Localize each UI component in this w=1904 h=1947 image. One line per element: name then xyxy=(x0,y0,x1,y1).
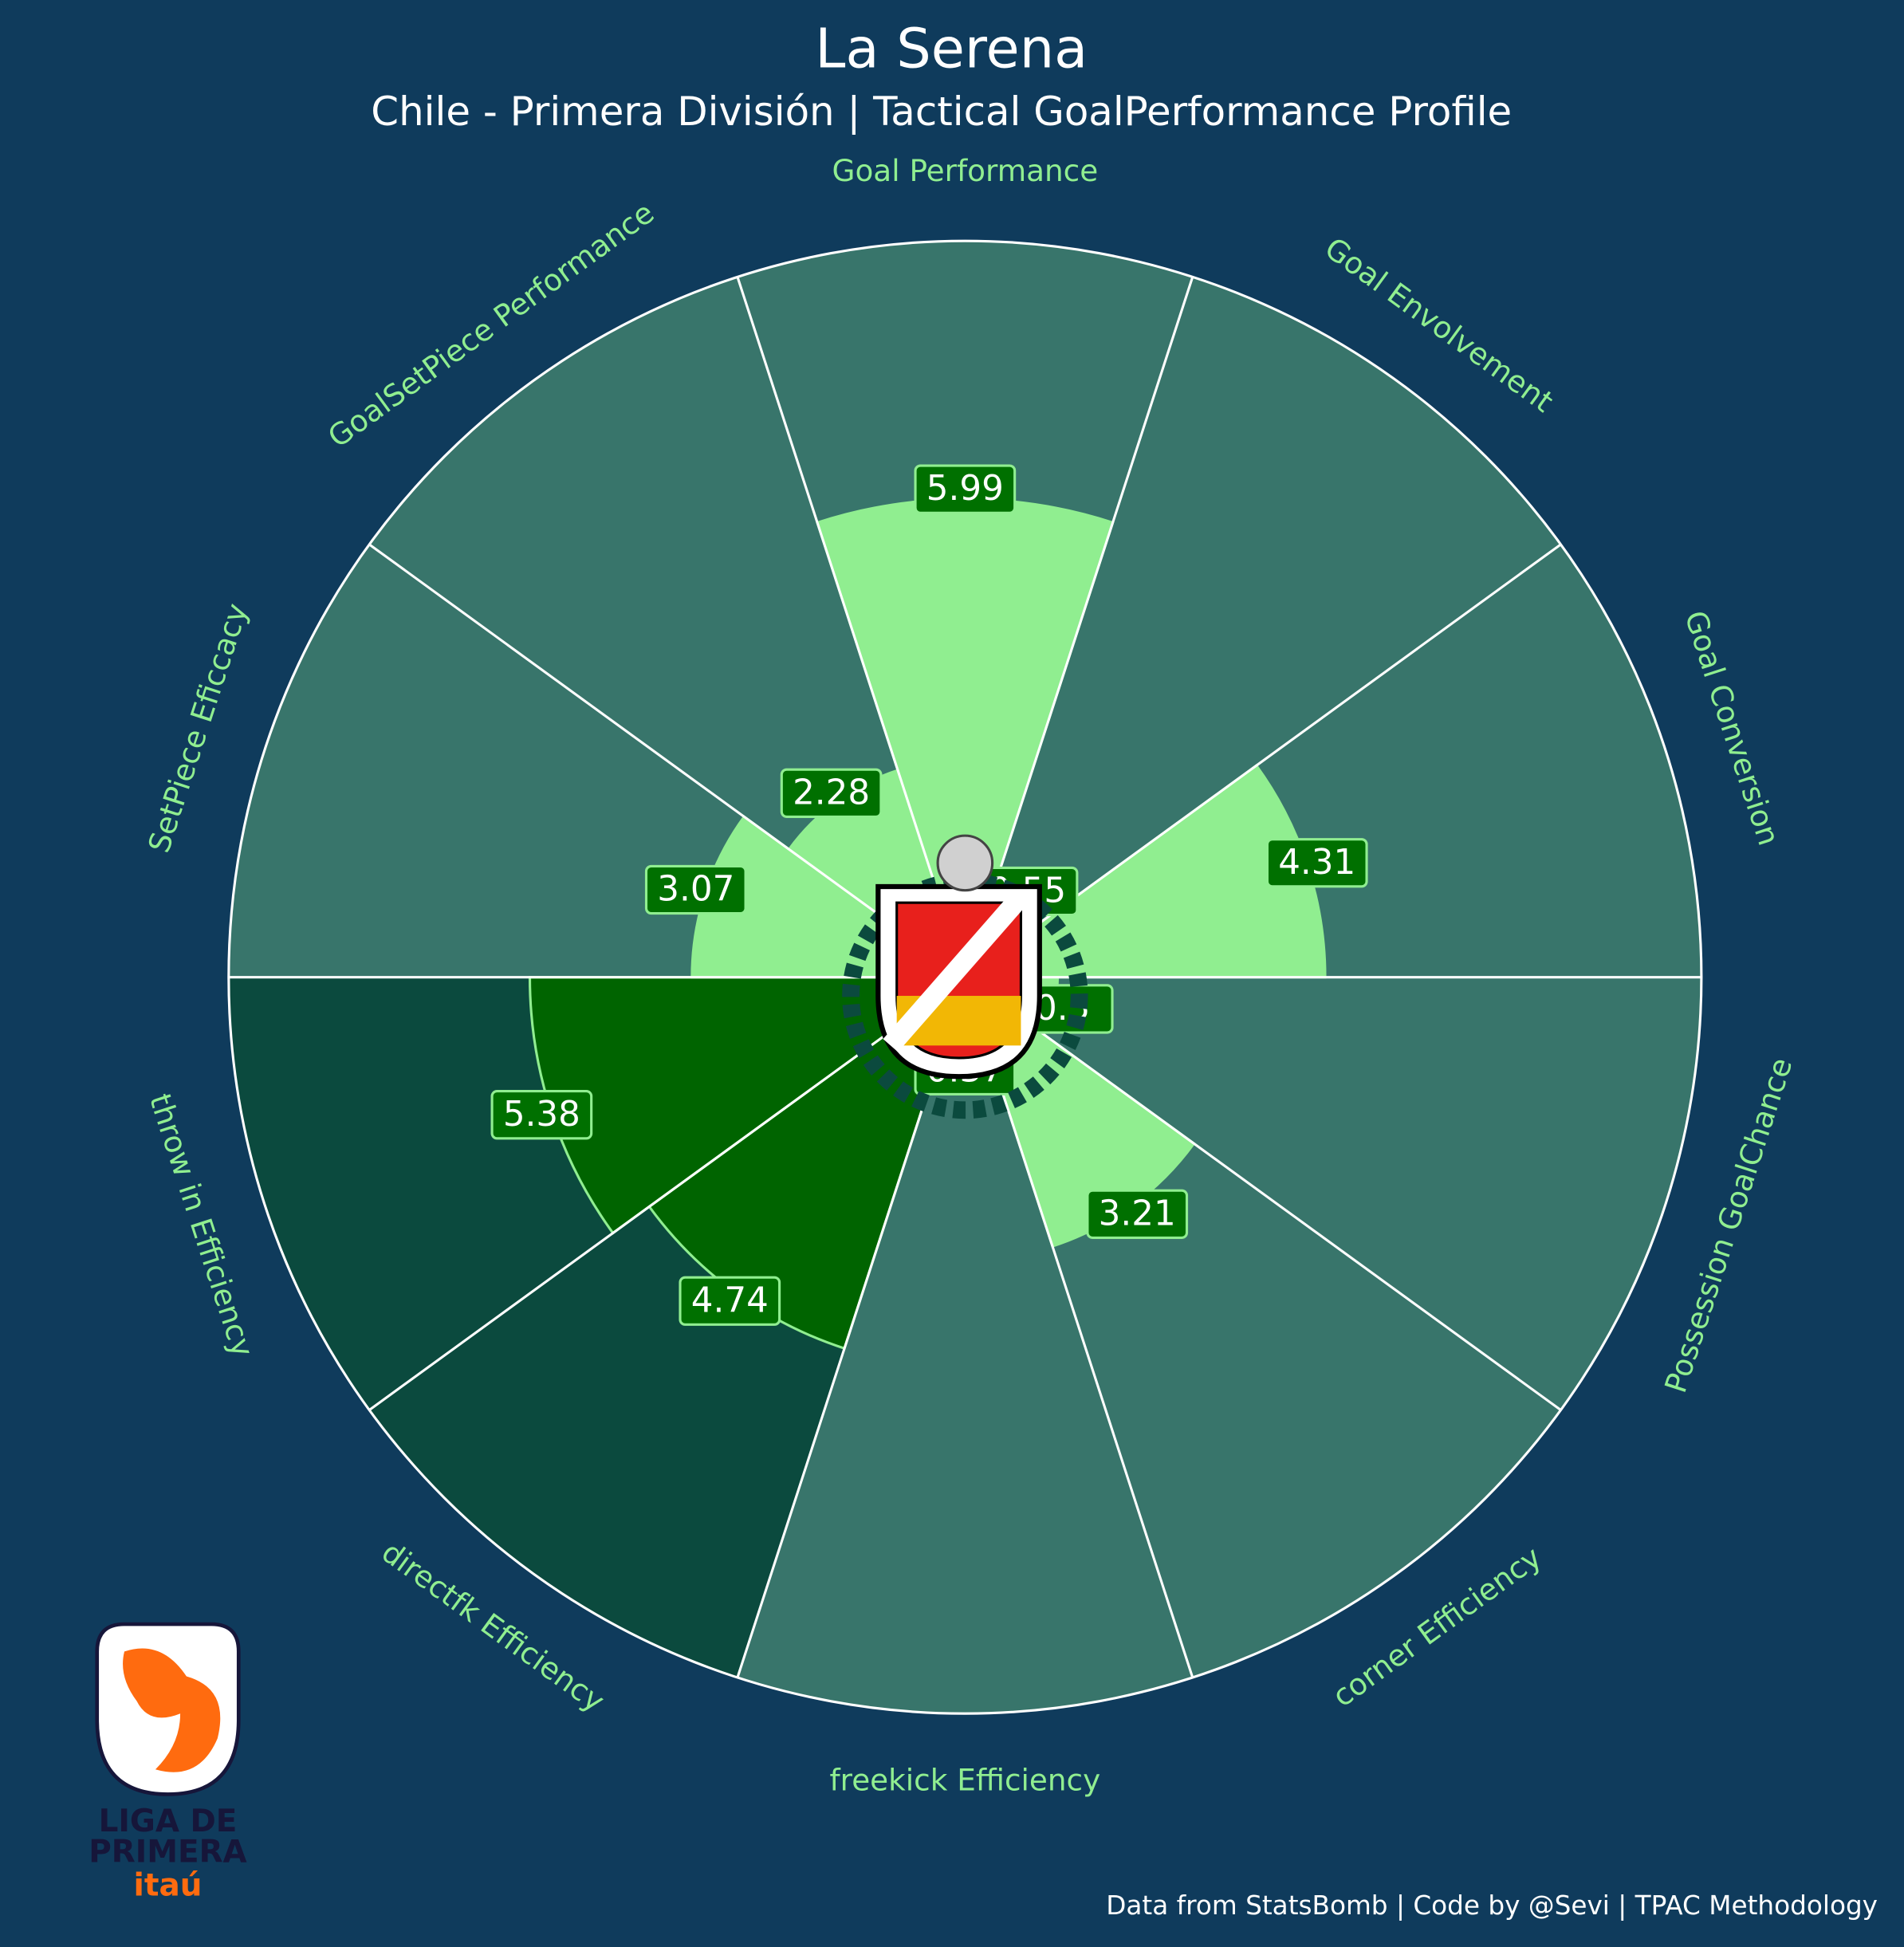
value-label-text: 4.74 xyxy=(691,1280,769,1320)
value-label-text: 2.28 xyxy=(793,773,870,812)
value-label-box xyxy=(1086,1189,1189,1239)
value-label-text: 5.38 xyxy=(503,1095,580,1135)
value-label: 2.28 xyxy=(780,768,883,818)
logo-text: LIGA DE xyxy=(99,1803,238,1839)
value-label: 3.21 xyxy=(1086,1189,1189,1239)
value-label-text: 4.31 xyxy=(1278,843,1355,883)
chart-subtitle: Chile - Primera División | Tactical Goal… xyxy=(371,88,1512,135)
value-label-text: 5.99 xyxy=(926,469,1004,509)
slice-divider xyxy=(964,976,1562,1411)
footer: Data from StatsBomb | Code by @Sevi | TP… xyxy=(1106,1890,1878,1921)
logo-text: itaú xyxy=(134,1868,203,1904)
category-label: Goal Performance xyxy=(832,153,1099,188)
category-label: freekick Efficiency xyxy=(830,1762,1101,1797)
value-label-box xyxy=(490,1090,593,1140)
logo-bird xyxy=(123,1648,221,1772)
slice-divider xyxy=(963,276,1194,978)
value-label-text: 3.21 xyxy=(1099,1194,1176,1233)
category-label: Goal Conversion xyxy=(1678,607,1787,850)
chart-title: La Serena xyxy=(815,17,1088,81)
slice-background xyxy=(737,977,1193,1714)
value-label-box xyxy=(644,864,747,915)
team-crest xyxy=(842,834,1088,1119)
crest-band xyxy=(883,890,1029,1052)
crest-helmet xyxy=(936,834,994,892)
category-label: SetPiece Eficcacy xyxy=(141,599,254,856)
outer-ring xyxy=(227,239,1703,1715)
value-label-box xyxy=(914,464,1017,514)
value-label-box xyxy=(1265,838,1368,888)
value-label-box xyxy=(780,768,883,818)
logo-text: PRIMERA xyxy=(89,1835,246,1870)
league-logo: LIGA DE PRIMERA itaú xyxy=(89,1622,247,1904)
slice-background xyxy=(965,977,1701,1410)
value-label: 4.31 xyxy=(1265,838,1368,888)
value-label-box xyxy=(679,1276,781,1326)
slice-divider xyxy=(368,543,966,978)
value-label: 3.07 xyxy=(644,864,747,915)
value-label: 5.99 xyxy=(914,464,1017,514)
value-label: 4.74 xyxy=(679,1276,781,1326)
value-label-text: 3.07 xyxy=(657,870,734,910)
slice-divider xyxy=(736,276,966,978)
category-label: throw in Efficiency xyxy=(143,1089,261,1361)
slice-background xyxy=(965,277,1561,977)
value-label: 5.38 xyxy=(490,1090,593,1140)
